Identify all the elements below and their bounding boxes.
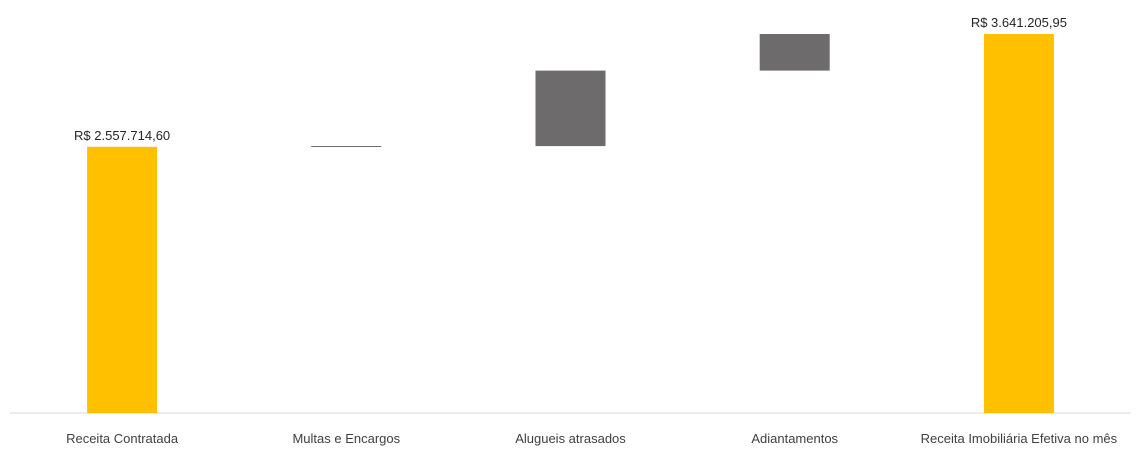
data-label-1: R$ 2.557.714,60	[74, 128, 170, 143]
bars-layer	[87, 34, 1054, 414]
bar-2	[311, 146, 382, 147]
category-label-3: Alugueis atrasados	[515, 431, 626, 446]
category-label-1: Receita Contratada	[66, 431, 179, 446]
category-label-4: Adiantamentos	[751, 431, 838, 446]
data-label-5: R$ 3.641.205,95	[971, 15, 1067, 30]
bar-3	[535, 70, 606, 147]
category-label-5: Receita Imobiliária Efetiva no mês	[921, 431, 1118, 446]
labels-layer: R$ 2.557.714,60 Receita Contratada Multas …	[66, 15, 1118, 446]
category-label-2: Multas e Encargos	[292, 431, 400, 446]
bar-4	[759, 34, 830, 71]
bar-1	[87, 146, 158, 414]
bar-5	[983, 34, 1054, 413]
